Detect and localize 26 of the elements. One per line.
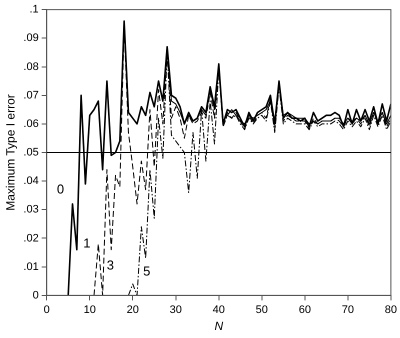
y-tick-label: .04: [23, 175, 39, 188]
series-label: 5: [143, 264, 150, 279]
y-tick-label: .01: [23, 260, 39, 273]
y-tick-label: .09: [23, 32, 39, 44]
x-tick-label: 50: [256, 304, 268, 316]
x-tick-label: 30: [170, 304, 182, 316]
x-tick-label: 20: [126, 304, 139, 316]
y-tick-label: 0: [32, 289, 39, 302]
series-label: 3: [106, 258, 114, 273]
y-axis-title: Maximum Type I error: [4, 94, 18, 211]
series-label: 1: [83, 235, 90, 250]
x-tick-label: 80: [384, 304, 398, 316]
series-label: 0: [56, 182, 64, 197]
y-tick-label: .07: [23, 89, 39, 102]
x-tick-label: 40: [212, 304, 225, 316]
y-tick-label: .08: [23, 60, 39, 73]
y-tick-label: .03: [23, 204, 39, 216]
x-tick-label: 0: [44, 304, 50, 316]
x-tick-label: 60: [298, 304, 311, 316]
x-axis-title: N: [214, 319, 224, 334]
y-tick-label: .06: [23, 118, 39, 130]
x-tick-label: 10: [84, 304, 96, 316]
y-tick-label: .02: [23, 232, 39, 244]
y-tick-label: .1: [30, 4, 39, 16]
y-tick-label: .05: [23, 146, 39, 159]
x-tick-label: 70: [342, 304, 354, 316]
